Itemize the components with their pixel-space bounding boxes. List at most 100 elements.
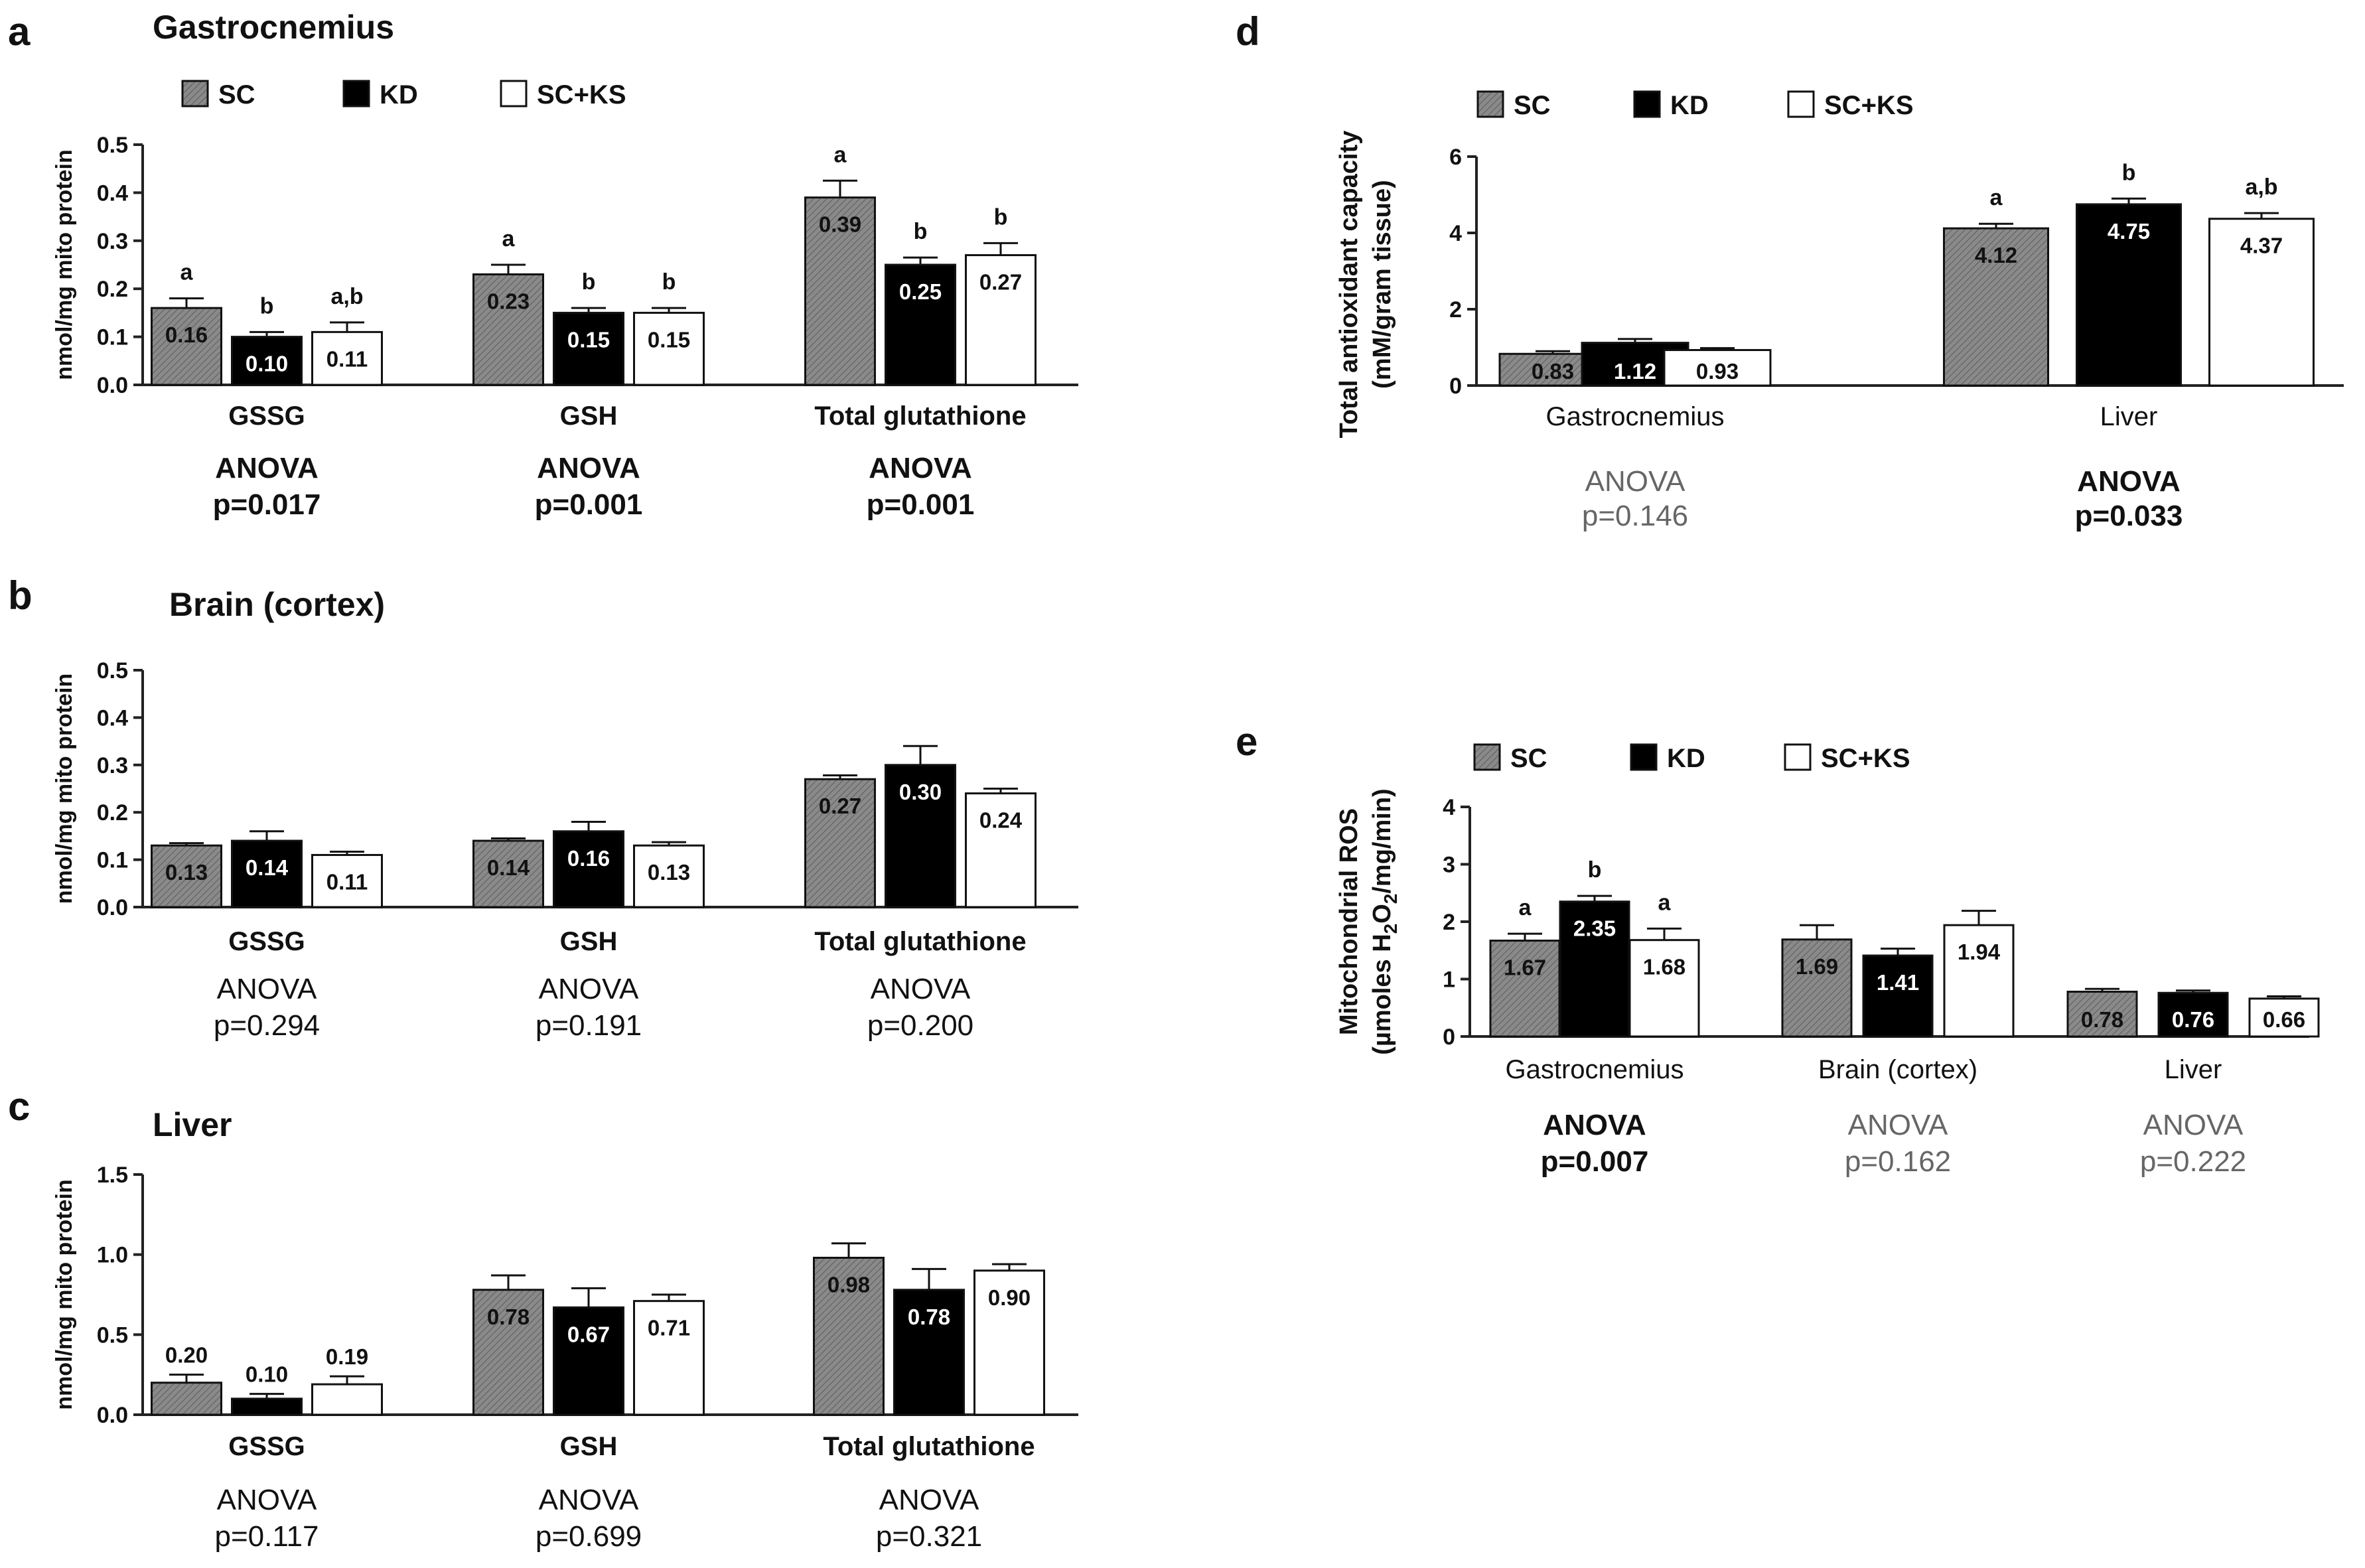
legend-e: SC KD SC+KS <box>1473 743 1910 773</box>
y-axis-label2-part-4: /mg/min) <box>1368 788 1396 893</box>
bar-value-label-a-kd-0: 0.10 <box>246 352 288 376</box>
anova-pvalue-d-1: p=0.033 <box>2075 500 2183 532</box>
legend-swatch-sc-ks <box>1787 90 1815 118</box>
bar-value-label-c-sc-2: 0.98 <box>827 1272 870 1297</box>
anova-pvalue-a-0: p=0.017 <box>213 488 321 521</box>
anova-pvalue-b-2: p=0.200 <box>867 1009 973 1042</box>
category-label-c-gsh: GSH <box>560 1432 618 1461</box>
bar-value-label-e-sc-0: 1.67 <box>1504 956 1546 980</box>
y-axis-label2-part-0: (µmoles H <box>1368 934 1396 1054</box>
bar-value-label-b-sc-2: 0.27 <box>819 794 861 818</box>
bar-value-label-b-sc-1: 0.14 <box>487 855 530 880</box>
chart-title-c: Liver <box>153 1106 232 1143</box>
bar-value-label-a-sc-ks-0: 0.11 <box>326 346 368 371</box>
sig-letter-a-kd-1: b <box>582 269 596 295</box>
bar-value-label-d-kd-0: 1.12 <box>1614 359 1656 384</box>
y-tick-label-b-0: 0.0 <box>97 895 128 920</box>
bar-value-label-d-sc-ks-1: 4.37 <box>2240 234 2283 258</box>
panel-letter-b: b <box>8 573 33 618</box>
y-axis-label2-part-1: 2 <box>1380 924 1401 934</box>
y-tick-label-a-2: 0.2 <box>97 277 128 302</box>
bar-b-sc-ks-gssg <box>311 853 383 908</box>
bar-value-label-c-kd-2: 0.78 <box>908 1305 950 1329</box>
category-label-a-gssg: GSSG <box>228 401 305 431</box>
bar-value-label-d-sc-1: 4.12 <box>1975 243 2017 267</box>
y-axis-label-d: Total antioxidant capacity <box>1335 131 1363 439</box>
sig-letter-a-sc-0: a <box>180 260 194 285</box>
anova-title-e-2: ANOVA <box>2143 1109 2244 1141</box>
legend-label-sc: SC <box>1514 91 1551 120</box>
bar-c-kd-gssg <box>231 1397 303 1416</box>
chart-a: 0.0 0.1 0.2 0.3 0.4 0.5 nmol/mg mito protein 0.… <box>52 133 1078 521</box>
bar-a-sc-total-glutathione <box>804 196 876 386</box>
y-tick-label-c-0: 0.0 <box>97 1403 128 1428</box>
bar-value-label-b-sc-0: 0.13 <box>165 860 208 885</box>
y-tick-label-a-3: 0.3 <box>97 229 128 254</box>
bar-value-label-b-kd-2: 0.30 <box>899 780 942 804</box>
bar-value-label-d-kd-1: 4.75 <box>2108 219 2150 244</box>
y-tick-label-d-0: 0 <box>1449 374 1462 399</box>
bar-value-label-c-sc-ks-1: 0.71 <box>648 1316 690 1340</box>
category-label-e-liver: Liver <box>2165 1055 2222 1084</box>
legend-label-kd: KD <box>380 80 418 109</box>
legend-swatch-sc-ks <box>1784 743 1812 771</box>
bar-value-label-c-kd-0: 0.10 <box>246 1362 288 1387</box>
bar-d-sc-liver <box>1943 227 2049 387</box>
y-tick-label-e-2: 2 <box>1443 910 1455 935</box>
bar-value-label-a-kd-2: 0.25 <box>899 279 942 304</box>
anova-title-a-0: ANOVA <box>215 452 319 484</box>
sig-letter-e-sc-ks-0: a <box>1658 890 1672 915</box>
anova-pvalue-b-0: p=0.294 <box>214 1009 320 1042</box>
bar-value-label-d-sc-ks-0: 0.93 <box>1696 359 1739 384</box>
bar-e-kd-liver <box>2157 991 2229 1038</box>
y-axis-label-b: nmol/mg mito protein <box>52 674 77 904</box>
category-label-d-gastrocnemius: Gastrocnemius <box>1546 402 1725 431</box>
y-tick-label-d-2: 4 <box>1449 221 1462 246</box>
legend-swatch-sc-ks <box>500 80 528 107</box>
y-tick-label-a-4: 0.4 <box>97 180 128 206</box>
category-label-d-liver: Liver <box>2100 402 2158 431</box>
anova-pvalue-a-1: p=0.001 <box>535 488 643 521</box>
bar-value-label-c-kd-1: 0.67 <box>567 1322 610 1346</box>
anova-pvalue-e-1: p=0.162 <box>1845 1145 1951 1178</box>
bar-a-kd-gsh <box>553 311 624 386</box>
legend-label-kd: KD <box>1670 91 1709 120</box>
sig-letter-e-sc-0: a <box>1519 895 1532 920</box>
bar-value-label-b-sc-ks-0: 0.11 <box>326 869 368 894</box>
bar-c-sc-ks-gssg <box>311 1383 383 1416</box>
anova-title-b-2: ANOVA <box>871 973 971 1005</box>
bar-b-sc-total-glutathione <box>804 778 876 908</box>
bar-a-sc-ks-gsh <box>633 311 705 386</box>
category-label-e-gastrocnemius: Gastrocnemius <box>1506 1055 1684 1084</box>
anova-pvalue-c-2: p=0.321 <box>876 1520 982 1553</box>
bar-value-label-e-sc-ks-0: 1.68 <box>1643 955 1685 979</box>
bar-b-kd-gssg <box>231 839 303 908</box>
anova-title-e-1: ANOVA <box>1848 1109 1948 1141</box>
bar-c-kd-gsh <box>553 1306 624 1416</box>
legend-label-sc-ks: SC+KS <box>537 80 626 109</box>
category-label-b-gsh: GSH <box>560 927 618 956</box>
bar-value-label-c-sc-1: 0.78 <box>487 1305 530 1329</box>
y-tick-label-e-4: 4 <box>1443 795 1455 820</box>
legend-label-sc-ks: SC+KS <box>1824 91 1914 120</box>
bar-value-label-e-sc-ks-1: 1.94 <box>1958 940 2001 964</box>
legend-swatch-sc <box>181 80 209 107</box>
y-tick-label-a-5: 0.5 <box>97 133 128 158</box>
legend-swatch-sc <box>1476 90 1504 118</box>
category-label-c-gssg: GSSG <box>228 1432 305 1461</box>
y-axis-label-c: nmol/mg mito protein <box>52 1179 77 1410</box>
y-tick-label-b-1: 0.1 <box>97 848 128 873</box>
bar-value-label-c-sc-ks-2: 0.90 <box>988 1285 1031 1310</box>
legend-swatch-sc <box>1473 743 1501 771</box>
bar-value-label-e-sc-2: 0.78 <box>2081 1007 2123 1032</box>
anova-title-c-2: ANOVA <box>879 1484 979 1516</box>
category-label-e-brain-cortex: Brain (cortex) <box>1818 1055 1977 1084</box>
anova-pvalue-b-1: p=0.191 <box>536 1009 642 1042</box>
anova-title-d-1: ANOVA <box>2077 465 2181 498</box>
sig-letter-e-kd-0: b <box>1588 857 1602 883</box>
panel-letter-e: e <box>1236 719 1257 764</box>
legend-swatch-kd <box>342 80 370 107</box>
legend-a: SC KD SC+KS <box>181 80 626 109</box>
bar-value-label-e-kd-1: 1.41 <box>1877 970 1919 995</box>
